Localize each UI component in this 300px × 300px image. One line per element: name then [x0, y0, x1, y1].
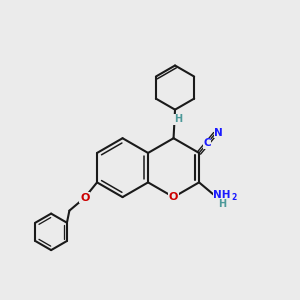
Text: NH: NH: [213, 190, 230, 200]
Text: O: O: [169, 192, 178, 202]
Text: O: O: [80, 193, 89, 203]
Text: H: H: [218, 199, 226, 209]
Text: 2: 2: [232, 193, 237, 202]
Text: N: N: [214, 128, 223, 138]
Text: C: C: [203, 139, 211, 148]
Text: H: H: [174, 114, 182, 124]
